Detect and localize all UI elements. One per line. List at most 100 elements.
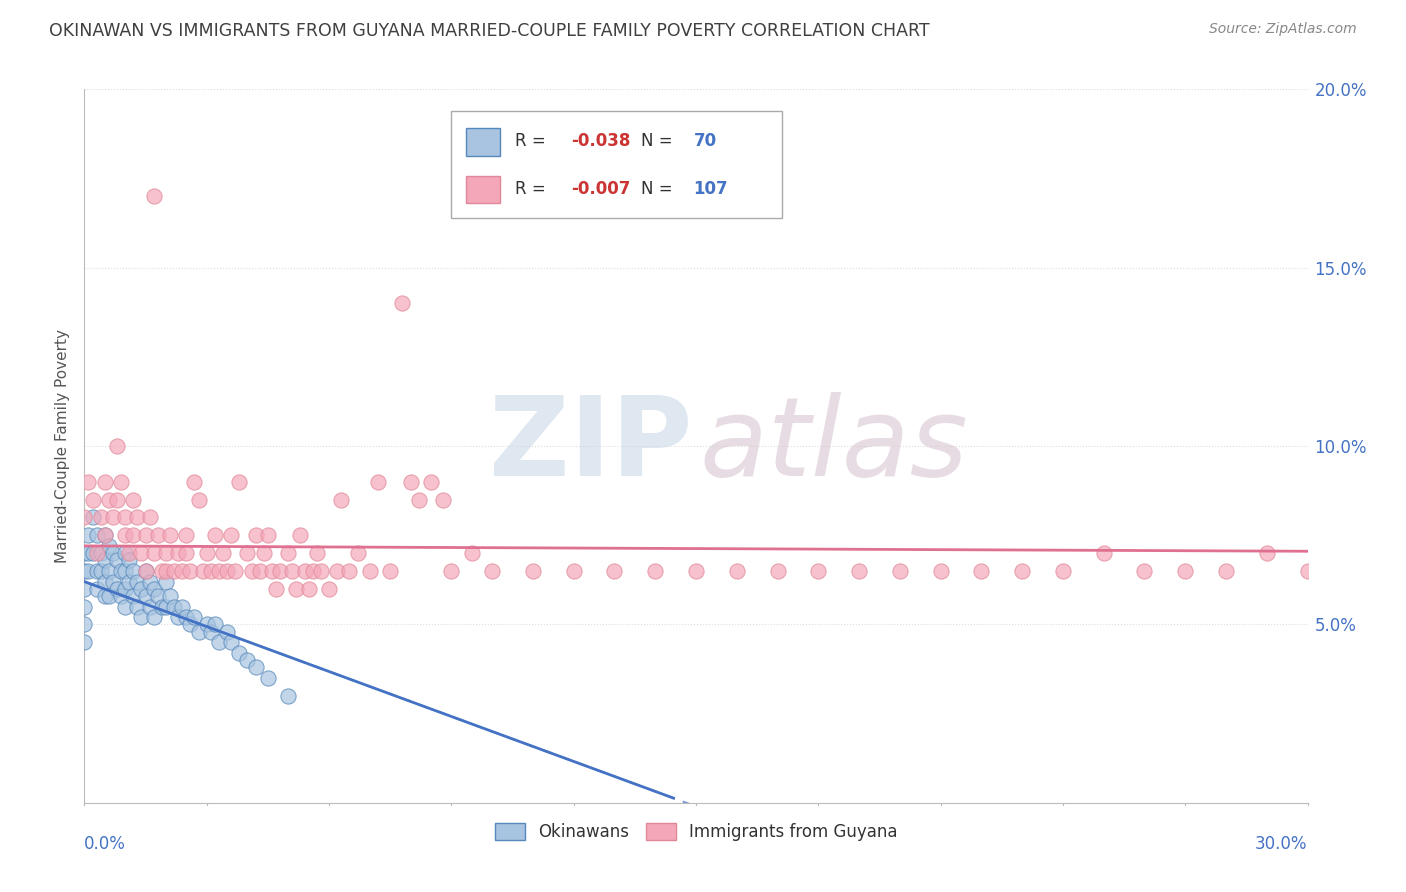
Point [142, 189, 165, 203]
FancyBboxPatch shape [465, 177, 501, 203]
Text: N =: N = [641, 132, 678, 150]
Point [93, 528, 115, 542]
Point [1296, 564, 1319, 578]
Point [118, 553, 141, 567]
Text: R =: R = [515, 132, 551, 150]
Point [138, 574, 160, 589]
Point [93, 574, 115, 589]
Point [77, 546, 100, 560]
Point [114, 528, 136, 542]
Point [93, 528, 115, 542]
Point [212, 546, 235, 560]
Point [93, 553, 115, 567]
Point [174, 528, 197, 542]
Point [330, 492, 353, 507]
Point [391, 296, 413, 310]
Point [77, 475, 100, 489]
Point [224, 564, 246, 578]
Point [420, 475, 443, 489]
Point [269, 564, 291, 578]
Point [110, 475, 132, 489]
Point [155, 564, 177, 578]
Point [131, 582, 153, 596]
Point [219, 528, 242, 542]
Point [725, 564, 748, 578]
Point [228, 475, 250, 489]
Point [127, 599, 149, 614]
Point [309, 564, 332, 578]
Point [200, 564, 222, 578]
Point [326, 564, 349, 578]
Point [122, 492, 145, 507]
Point [73, 599, 96, 614]
Point [110, 589, 132, 603]
Point [204, 528, 226, 542]
Point [929, 564, 952, 578]
Point [135, 589, 157, 603]
Point [131, 610, 153, 624]
Point [204, 617, 226, 632]
Point [367, 475, 389, 489]
Point [122, 564, 145, 578]
Point [97, 539, 120, 553]
Point [90, 546, 112, 560]
Point [187, 624, 209, 639]
Point [73, 546, 96, 560]
Point [408, 492, 430, 507]
Point [118, 574, 141, 589]
Point [155, 599, 177, 614]
Point [440, 564, 463, 578]
Point [86, 546, 108, 560]
Point [174, 610, 197, 624]
Point [236, 653, 259, 667]
Point [73, 635, 96, 649]
Point [298, 582, 321, 596]
Point [1011, 564, 1033, 578]
Point [290, 528, 312, 542]
Point [294, 564, 316, 578]
Point [346, 546, 368, 560]
Text: atlas: atlas [700, 392, 969, 500]
Point [114, 510, 136, 524]
Point [481, 564, 503, 578]
Point [159, 528, 181, 542]
Text: 70: 70 [693, 132, 717, 150]
Point [155, 546, 177, 560]
Point [277, 689, 299, 703]
Text: 107: 107 [693, 180, 728, 198]
Point [179, 564, 201, 578]
Point [172, 564, 194, 578]
Point [114, 546, 136, 560]
Point [200, 624, 222, 639]
Legend: Okinawans, Immigrants from Guyana: Okinawans, Immigrants from Guyana [488, 816, 904, 848]
Point [146, 528, 169, 542]
Text: 0.0%: 0.0% [84, 835, 127, 853]
Point [245, 660, 267, 674]
Point [339, 564, 361, 578]
Point [172, 599, 194, 614]
Point [1256, 546, 1278, 560]
Point [138, 510, 160, 524]
Point [97, 492, 120, 507]
Y-axis label: Married-Couple Family Poverty: Married-Couple Family Poverty [55, 329, 70, 563]
Point [183, 610, 205, 624]
Point [86, 564, 108, 578]
Point [135, 564, 157, 578]
Point [142, 546, 165, 560]
Text: Source: ZipAtlas.com: Source: ZipAtlas.com [1209, 22, 1357, 37]
FancyBboxPatch shape [451, 111, 782, 218]
Point [122, 528, 145, 542]
Point [86, 582, 108, 596]
Point [114, 564, 136, 578]
Point [807, 564, 830, 578]
Text: R =: R = [515, 180, 551, 198]
Point [167, 610, 190, 624]
Text: ZIP: ZIP [489, 392, 692, 500]
Point [432, 492, 454, 507]
Point [150, 599, 173, 614]
Text: -0.038: -0.038 [571, 132, 630, 150]
Point [77, 528, 100, 542]
Point [240, 564, 263, 578]
Point [114, 599, 136, 614]
Point [1133, 564, 1156, 578]
